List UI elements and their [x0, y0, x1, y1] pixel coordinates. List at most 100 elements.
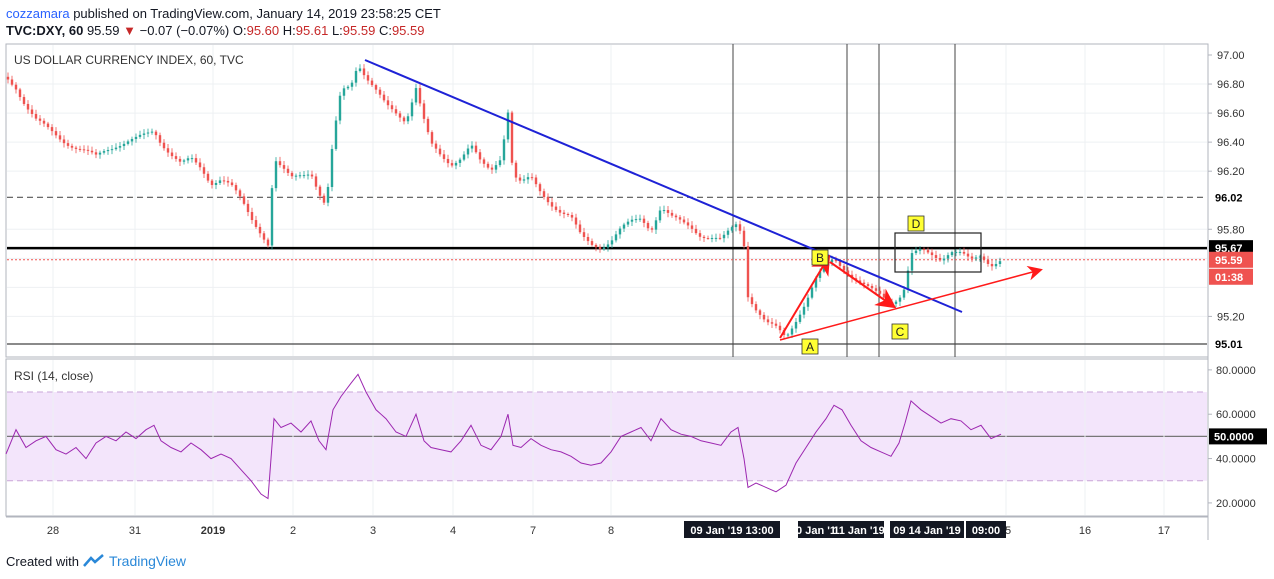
candle-body — [350, 82, 354, 87]
candle-body — [202, 167, 206, 174]
open-value: 95.60 — [246, 23, 280, 38]
resistance-high-tag-bg — [1209, 189, 1253, 206]
date-marker-label: 09:00 — [972, 525, 1000, 537]
candle-body — [266, 239, 270, 246]
candle-body — [290, 172, 294, 177]
candle-body — [206, 173, 210, 181]
candle-body — [6, 76, 10, 80]
label-a-text: A — [806, 340, 814, 354]
price-axis[interactable]: 97.00 96.80 96.60 96.40 96.20 95.80 95.20 96.02… — [1208, 50, 1253, 352]
candle-body — [742, 230, 746, 247]
candle-body — [294, 175, 298, 177]
chart-header: cozzamara published on TradingView.com, … — [6, 5, 441, 39]
candle-body — [130, 138, 134, 142]
time-tick-label: 28 — [47, 525, 59, 537]
candle-body — [46, 123, 50, 128]
candle-body — [502, 139, 506, 161]
high-value: 95.61 — [295, 23, 329, 38]
candle-body — [142, 133, 146, 135]
candle-body — [494, 165, 498, 170]
wave-ab-arrow[interactable] — [779, 254, 831, 339]
candle-body — [894, 301, 898, 304]
candle-body — [86, 149, 90, 151]
candle-body — [966, 253, 970, 257]
candle-body — [26, 103, 30, 110]
candle-body — [710, 237, 714, 239]
candle-body — [170, 152, 174, 157]
wave-bc-arrow[interactable] — [829, 261, 897, 309]
candle-body — [282, 165, 286, 169]
candle-body — [154, 131, 158, 136]
candle-body — [126, 141, 130, 144]
candle-body — [726, 230, 730, 235]
descending-trendline[interactable] — [364, 59, 963, 313]
candle-body — [862, 282, 866, 285]
close-label: C: — [378, 23, 392, 38]
countdown-bg — [1209, 268, 1253, 285]
candle-body — [510, 112, 514, 163]
candle-body — [158, 135, 162, 143]
candle-body — [930, 252, 934, 256]
label-b: B — [811, 249, 829, 266]
candle-body — [182, 160, 186, 162]
rising-trend-arrow[interactable] — [779, 265, 1043, 341]
candle-body — [374, 85, 378, 90]
candle-body — [698, 233, 702, 237]
candle-body — [798, 314, 802, 322]
price-tick-label: 96.60 — [1217, 108, 1245, 120]
rsi-tick-label: 40.0000 — [1216, 454, 1256, 466]
publish-line: cozzamara published on TradingView.com, … — [6, 5, 441, 22]
candle-body — [746, 246, 750, 298]
author-link[interactable]: cozzamara — [6, 6, 70, 21]
candle-body — [758, 310, 762, 315]
candle-body — [18, 89, 22, 98]
candle-body — [982, 256, 986, 260]
candle-body — [238, 190, 242, 197]
candle-body — [714, 237, 718, 239]
candle-body — [254, 220, 258, 227]
candle-body — [354, 70, 358, 83]
candle-body — [774, 323, 778, 326]
candle-body — [298, 175, 302, 177]
resistance-high-tag: 96.02 — [1215, 192, 1243, 204]
candle-body — [786, 334, 790, 336]
candle-body — [246, 203, 250, 213]
candle-body — [450, 163, 454, 166]
candle-body — [118, 146, 122, 148]
rsi-value-bg — [1209, 428, 1267, 445]
candle-body — [590, 241, 594, 245]
candle-body — [466, 148, 470, 155]
candle-body — [830, 259, 834, 263]
consolidation-box[interactable] — [894, 232, 982, 273]
rsi-axis[interactable]: 80.0000 60.0000 50.0000 40.0000 20.0000 — [1208, 365, 1267, 510]
candle-body — [78, 148, 82, 150]
date-marker-bg — [890, 521, 964, 538]
candle-body — [150, 131, 154, 133]
candle-body — [434, 143, 438, 149]
time-axis[interactable]: 28 31 2019 2 3 4 7 8 5 16 17 09 Jan '19 13:00 10 Jan… — [47, 521, 1170, 538]
time-tick-label: 16 — [1079, 525, 1091, 537]
candle-body — [38, 118, 42, 121]
date-marker-label: 09 Jan '19 13:00 — [690, 525, 773, 537]
candle-body — [682, 219, 686, 223]
candle-body — [430, 132, 434, 144]
candle-body — [926, 250, 930, 253]
candle-body — [386, 100, 390, 106]
candle-body — [582, 232, 586, 237]
ohlc-line: TVC:DXY, 60 95.59 ▼ −0.07 (−0.07%) O:95.… — [6, 22, 441, 39]
pattern-labels: A B C D — [801, 215, 925, 355]
candle-body — [378, 89, 382, 95]
candle-body — [650, 228, 654, 230]
candle-body — [562, 212, 566, 215]
last-price-tag-bg — [1209, 251, 1253, 268]
tradingview-brand[interactable]: TradingView — [108, 553, 187, 569]
high-label: H: — [282, 23, 296, 38]
date-marker-bg — [684, 521, 780, 538]
price-tick-label: 95.80 — [1217, 224, 1245, 236]
candles — [6, 64, 1002, 340]
candle-body — [302, 175, 306, 177]
candle-body — [898, 297, 902, 302]
rsi-band — [7, 391, 1207, 482]
date-marker-bg — [798, 521, 834, 538]
